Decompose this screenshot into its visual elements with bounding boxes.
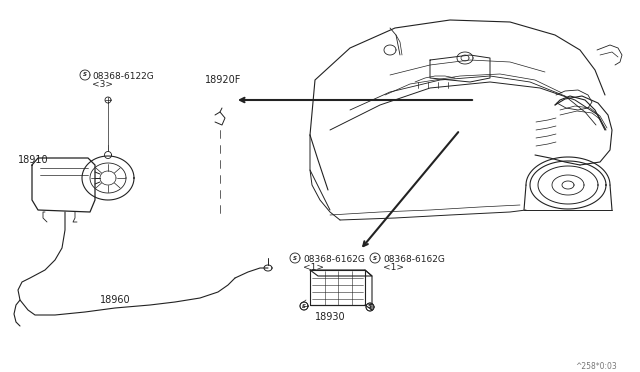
- Text: 08368-6162G: 08368-6162G: [303, 255, 365, 264]
- Text: <1>: <1>: [383, 263, 404, 272]
- Text: S: S: [302, 304, 306, 308]
- Text: <3>: <3>: [92, 80, 113, 89]
- Text: 18920F: 18920F: [205, 75, 241, 85]
- Text: <1>: <1>: [303, 263, 324, 272]
- Text: S: S: [293, 256, 297, 260]
- Text: ^258*0:03: ^258*0:03: [575, 362, 617, 371]
- Text: S: S: [83, 73, 87, 77]
- Text: S: S: [368, 305, 372, 310]
- Text: S: S: [373, 256, 377, 260]
- Text: 18910: 18910: [18, 155, 49, 165]
- Text: 08368-6162G: 08368-6162G: [383, 255, 445, 264]
- Text: 18930: 18930: [315, 312, 346, 322]
- Text: 18960: 18960: [100, 295, 131, 305]
- Text: 08368-6122G: 08368-6122G: [92, 72, 154, 81]
